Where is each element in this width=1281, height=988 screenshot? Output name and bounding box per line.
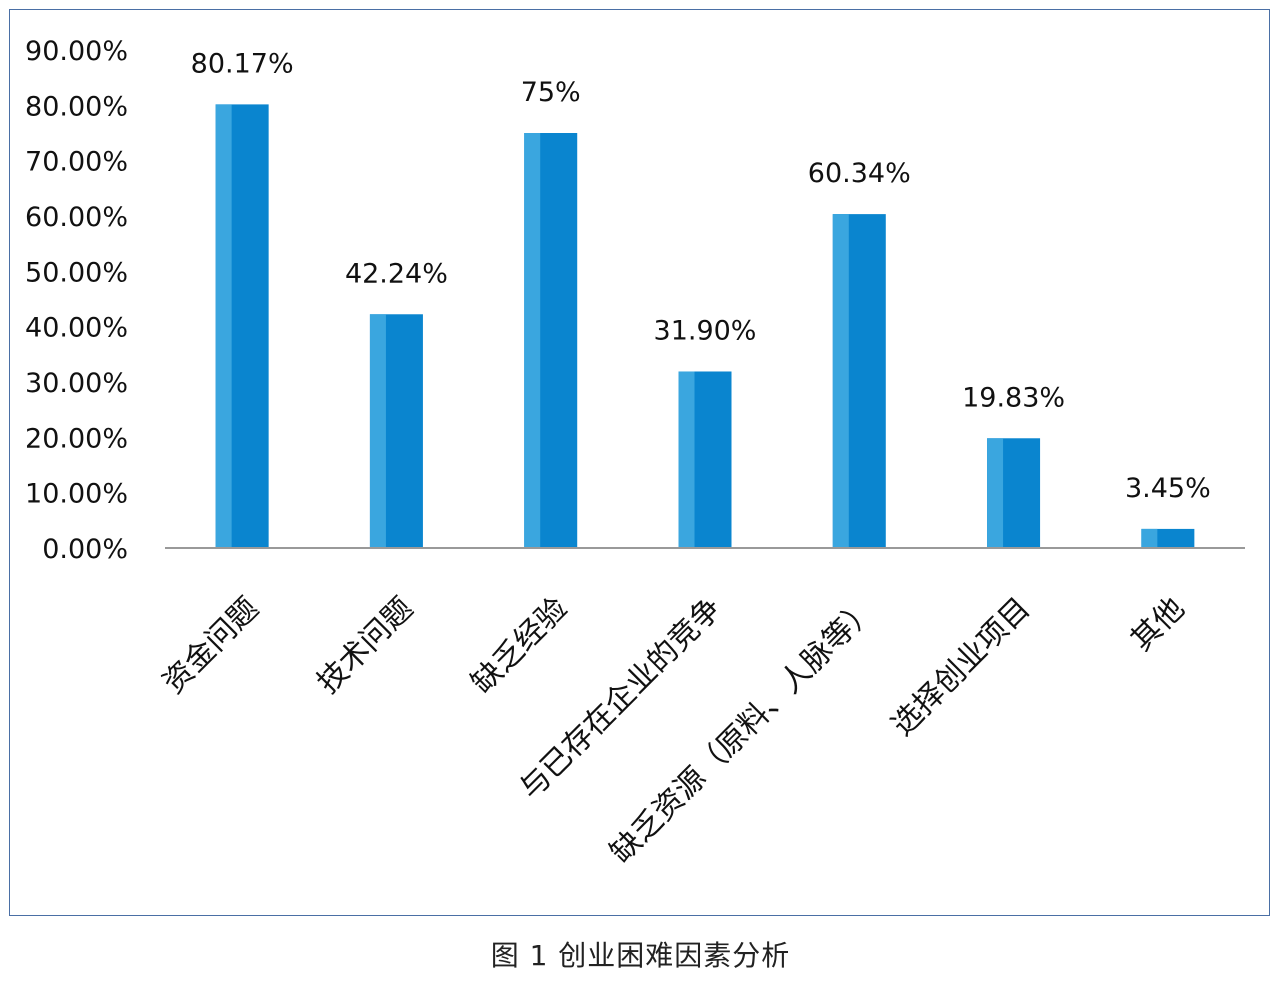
x-category-label: 其他 — [1124, 591, 1191, 658]
bar — [524, 133, 578, 548]
bar — [369, 314, 423, 548]
x-category-label: 技术问题 — [310, 591, 420, 701]
x-category-label: 缺乏经验 — [465, 591, 575, 701]
data-label: 75% — [521, 77, 581, 108]
y-tick-label: 10.00% — [25, 479, 128, 510]
data-label: 31.90% — [654, 315, 757, 346]
figure-caption: 图 1 创业困难因素分析 — [490, 939, 791, 972]
bar — [1141, 528, 1195, 548]
y-tick-label: 90.00% — [25, 36, 128, 67]
y-tick-label: 20.00% — [25, 423, 128, 454]
y-tick-label: 60.00% — [25, 202, 128, 233]
bar — [987, 438, 1041, 548]
y-tick-label: 30.00% — [25, 368, 128, 399]
x-category-label: 缺乏资源（原料、人脉等） — [604, 591, 883, 870]
bar — [678, 371, 732, 548]
x-category-label: 资金问题 — [156, 591, 266, 701]
data-label: 19.83% — [962, 382, 1065, 413]
y-tick-label: 50.00% — [25, 257, 128, 288]
y-tick-label: 40.00% — [25, 313, 128, 344]
x-category-label: 选择创业项目 — [885, 591, 1037, 743]
data-label: 80.17% — [191, 48, 294, 79]
bar — [832, 214, 886, 549]
y-tick-label: 80.00% — [25, 91, 128, 122]
data-label: 3.45% — [1125, 473, 1211, 504]
data-label: 60.34% — [808, 158, 911, 189]
y-tick-label: 0.00% — [42, 534, 128, 565]
y-tick-label: 70.00% — [25, 147, 128, 178]
data-label: 42.24% — [345, 258, 448, 289]
bar — [215, 104, 269, 548]
